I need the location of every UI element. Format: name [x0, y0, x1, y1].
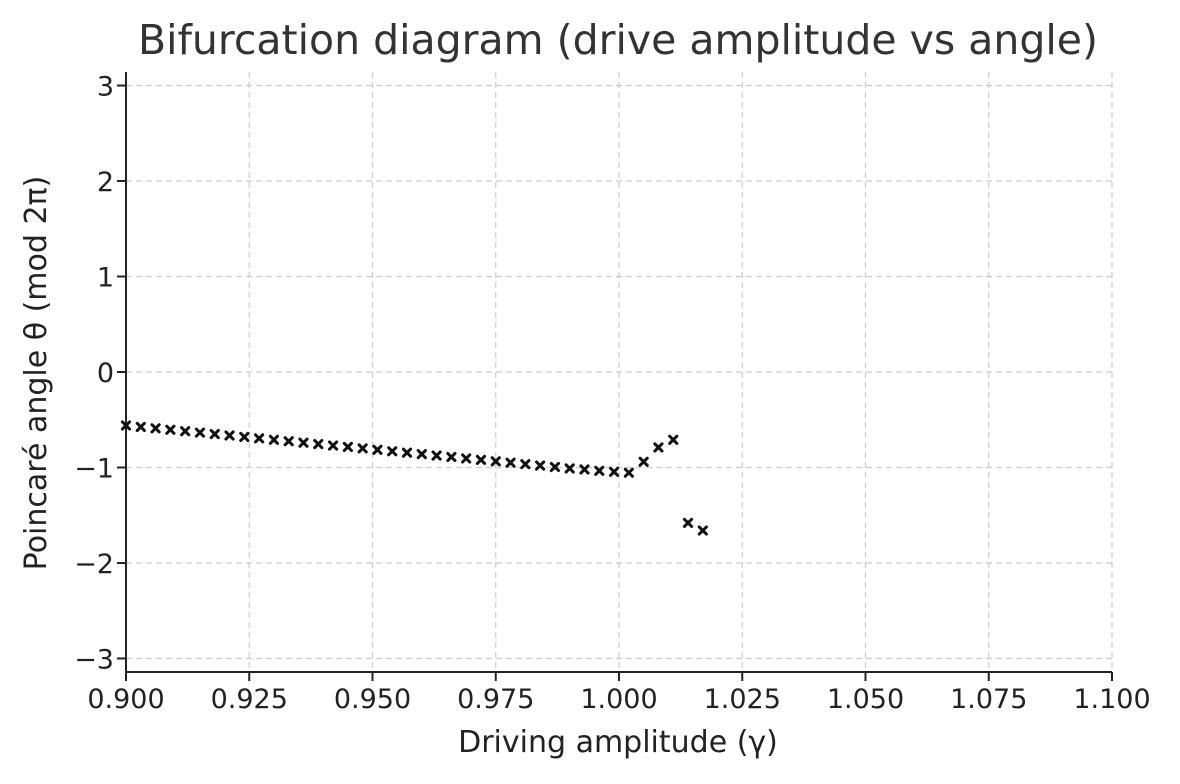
data-point — [150, 423, 161, 434]
x-ticks: 0.900 0.925 0.950 0.975 1.000 1.025 1.050 1.075… — [87, 672, 1151, 715]
data-point — [387, 446, 398, 457]
data-point — [239, 431, 250, 443]
data-point — [327, 440, 339, 451]
data-point — [416, 449, 427, 460]
data-point — [372, 444, 383, 455]
data-point — [682, 517, 694, 528]
data-points — [120, 420, 708, 536]
y-tick-label: 2 — [97, 167, 114, 198]
data-point — [194, 427, 206, 438]
y-tick-label: −3 — [74, 644, 114, 675]
data-point — [535, 460, 546, 471]
data-point — [697, 525, 708, 536]
data-point — [135, 421, 146, 433]
data-point — [579, 464, 590, 475]
data-point — [520, 459, 531, 470]
x-tick-label: 1.075 — [950, 684, 1027, 715]
x-tick-label: 0.975 — [457, 684, 534, 715]
data-point — [254, 433, 265, 444]
x-tick-label: 0.925 — [211, 684, 288, 715]
data-point — [268, 434, 279, 445]
data-point — [475, 454, 487, 465]
data-point — [224, 430, 235, 441]
data-point — [431, 450, 442, 461]
x-axis-label: Driving amplitude (γ) — [458, 725, 778, 760]
y-tick-label: 0 — [97, 358, 114, 389]
data-point — [564, 463, 575, 474]
data-point — [505, 457, 516, 468]
data-point — [120, 420, 132, 431]
data-point — [342, 441, 353, 453]
data-point — [668, 434, 679, 445]
data-point — [549, 461, 561, 473]
data-point — [357, 443, 368, 454]
data-point — [490, 456, 501, 467]
data-point — [608, 466, 620, 477]
y-tick-label: 1 — [97, 263, 114, 294]
data-point — [653, 442, 664, 453]
data-point — [180, 426, 191, 437]
x-tick-label: 0.950 — [334, 684, 411, 715]
x-tick-label: 1.025 — [704, 684, 781, 715]
data-point — [165, 424, 176, 435]
data-point — [313, 438, 324, 450]
grid — [126, 72, 1113, 672]
y-tick-label: −2 — [74, 549, 114, 580]
data-point — [461, 453, 472, 464]
x-tick-label: 0.900 — [87, 684, 164, 715]
x-tick-label: 1.000 — [580, 684, 657, 715]
data-point — [638, 456, 649, 467]
y-axis-label: Poincaré angle θ (mod 2π) — [19, 176, 54, 571]
data-point — [283, 436, 294, 447]
x-tick-label: 1.100 — [1073, 684, 1150, 715]
x-tick-label: 1.050 — [827, 684, 904, 715]
y-ticks: −3 −2 −1 0 1 2 3 — [74, 72, 126, 675]
data-point — [446, 451, 457, 463]
y-tick-label: 3 — [97, 72, 114, 103]
chart-title: Bifurcation diagram (drive amplitude vs … — [138, 16, 1098, 64]
data-point — [209, 428, 220, 440]
data-point — [298, 437, 309, 448]
y-tick-label: −1 — [74, 453, 114, 484]
data-point — [623, 467, 634, 478]
data-point — [594, 465, 605, 476]
data-point — [401, 447, 413, 458]
